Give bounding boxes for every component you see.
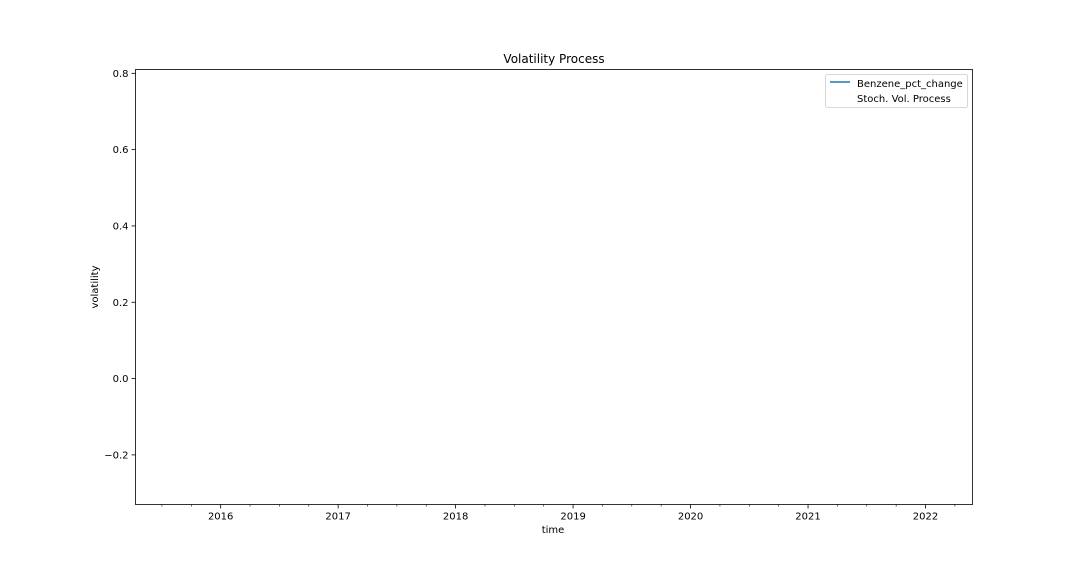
legend: Benzene_pct_change Stoch. Vol. Process bbox=[825, 74, 968, 108]
x-tick-label: 2019 bbox=[560, 512, 585, 523]
y-tick-label: 0.0 bbox=[113, 374, 129, 385]
x-tick-label: 2016 bbox=[208, 512, 233, 523]
legend-label-benzene: Benzene_pct_change bbox=[857, 79, 963, 90]
y-tick-label: 0.2 bbox=[113, 298, 129, 309]
y-axis: −0.2 0.0 0.2 0.4 0.6 0.8 bbox=[104, 69, 136, 461]
x-tick-label: 2020 bbox=[678, 512, 703, 523]
y-tick-label: 0.8 bbox=[113, 69, 129, 80]
y-axis-label: volatility bbox=[90, 265, 101, 308]
y-tick-label: 0.6 bbox=[113, 145, 129, 156]
x-tick-label: 2022 bbox=[913, 512, 938, 523]
plot-area-frame bbox=[135, 69, 973, 505]
x-axis-label: time bbox=[542, 525, 565, 536]
x-tick-label: 2021 bbox=[795, 512, 820, 523]
x-tick-label: 2018 bbox=[443, 512, 468, 523]
legend-box bbox=[825, 74, 968, 108]
chart-title: Volatility Process bbox=[503, 52, 604, 66]
y-tick-label: −0.2 bbox=[104, 450, 128, 461]
x-axis: 2016 2017 2018 2019 2020 2021 2022 bbox=[161, 504, 956, 523]
legend-label-stoch-vol: Stoch. Vol. Process bbox=[857, 94, 951, 105]
x-tick-label: 2017 bbox=[325, 512, 350, 523]
y-tick-label: 0.4 bbox=[113, 221, 129, 232]
